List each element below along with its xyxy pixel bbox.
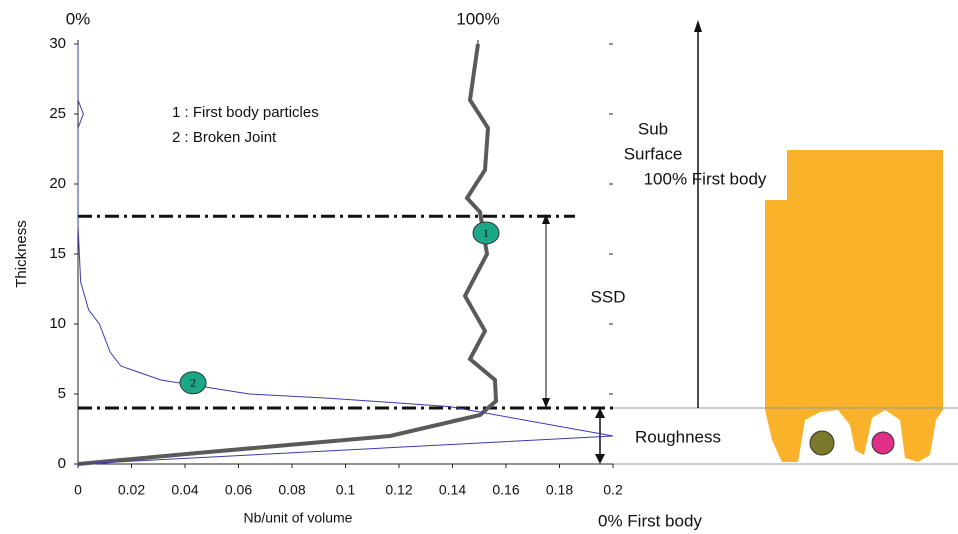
y-tick-label: 0 [58, 455, 66, 472]
pink-particle [871, 431, 895, 455]
x-axis-label: Nb/unit of volume [244, 510, 353, 526]
y-tick-label: 10 [49, 315, 66, 332]
annotation: Roughness [635, 427, 721, 446]
annotation: Sub [638, 119, 668, 138]
annotation: Surface [624, 144, 683, 163]
x-tick-label: 0.18 [546, 482, 573, 498]
y-tick-label: 5 [58, 385, 66, 402]
x-tick-label: 0 [74, 482, 82, 498]
x-tick-label: 0.06 [225, 482, 252, 498]
series-marker [179, 371, 207, 395]
x-tick-label: 0.14 [439, 482, 466, 498]
annotation: SSD [591, 287, 626, 306]
annotation: 0% First body [598, 511, 702, 530]
y-axis-label: Thickness [13, 220, 30, 288]
y-tick-label: 25 [49, 105, 66, 122]
series-marker [472, 221, 500, 245]
arrow-head [595, 454, 605, 464]
arrow-head [542, 214, 550, 224]
legend-text: 1 : First body particles [172, 104, 319, 121]
y-tick-label: 20 [49, 175, 66, 192]
y-tick-label: 15 [49, 245, 66, 262]
arrow-head [694, 20, 702, 32]
x-tick-label: 0.08 [278, 482, 305, 498]
x2-tick-label: 0% [66, 9, 91, 28]
x-tick-label: 0.02 [118, 482, 145, 498]
x-tick-label: 0.16 [492, 482, 519, 498]
x-tick-label: 0.1 [336, 482, 356, 498]
olive-particle [809, 430, 835, 456]
x-tick-label: 0.04 [171, 482, 198, 498]
x-tick-label: 0.2 [603, 482, 623, 498]
y-tick-label: 30 [49, 35, 66, 52]
x2-tick-label: 100% [456, 9, 499, 28]
arrow-head [542, 398, 550, 408]
annotation: 100% First body [644, 169, 767, 188]
series-marker-label: 2 [190, 376, 196, 390]
series-line [77, 43, 499, 466]
legend-text: 2 : Broken Joint [172, 129, 277, 146]
arrow-head [595, 408, 605, 418]
x-tick-label: 0.12 [385, 482, 412, 498]
series-line [77, 44, 614, 465]
first-body-shape [765, 150, 943, 462]
series-marker-label: 1 [483, 226, 489, 240]
